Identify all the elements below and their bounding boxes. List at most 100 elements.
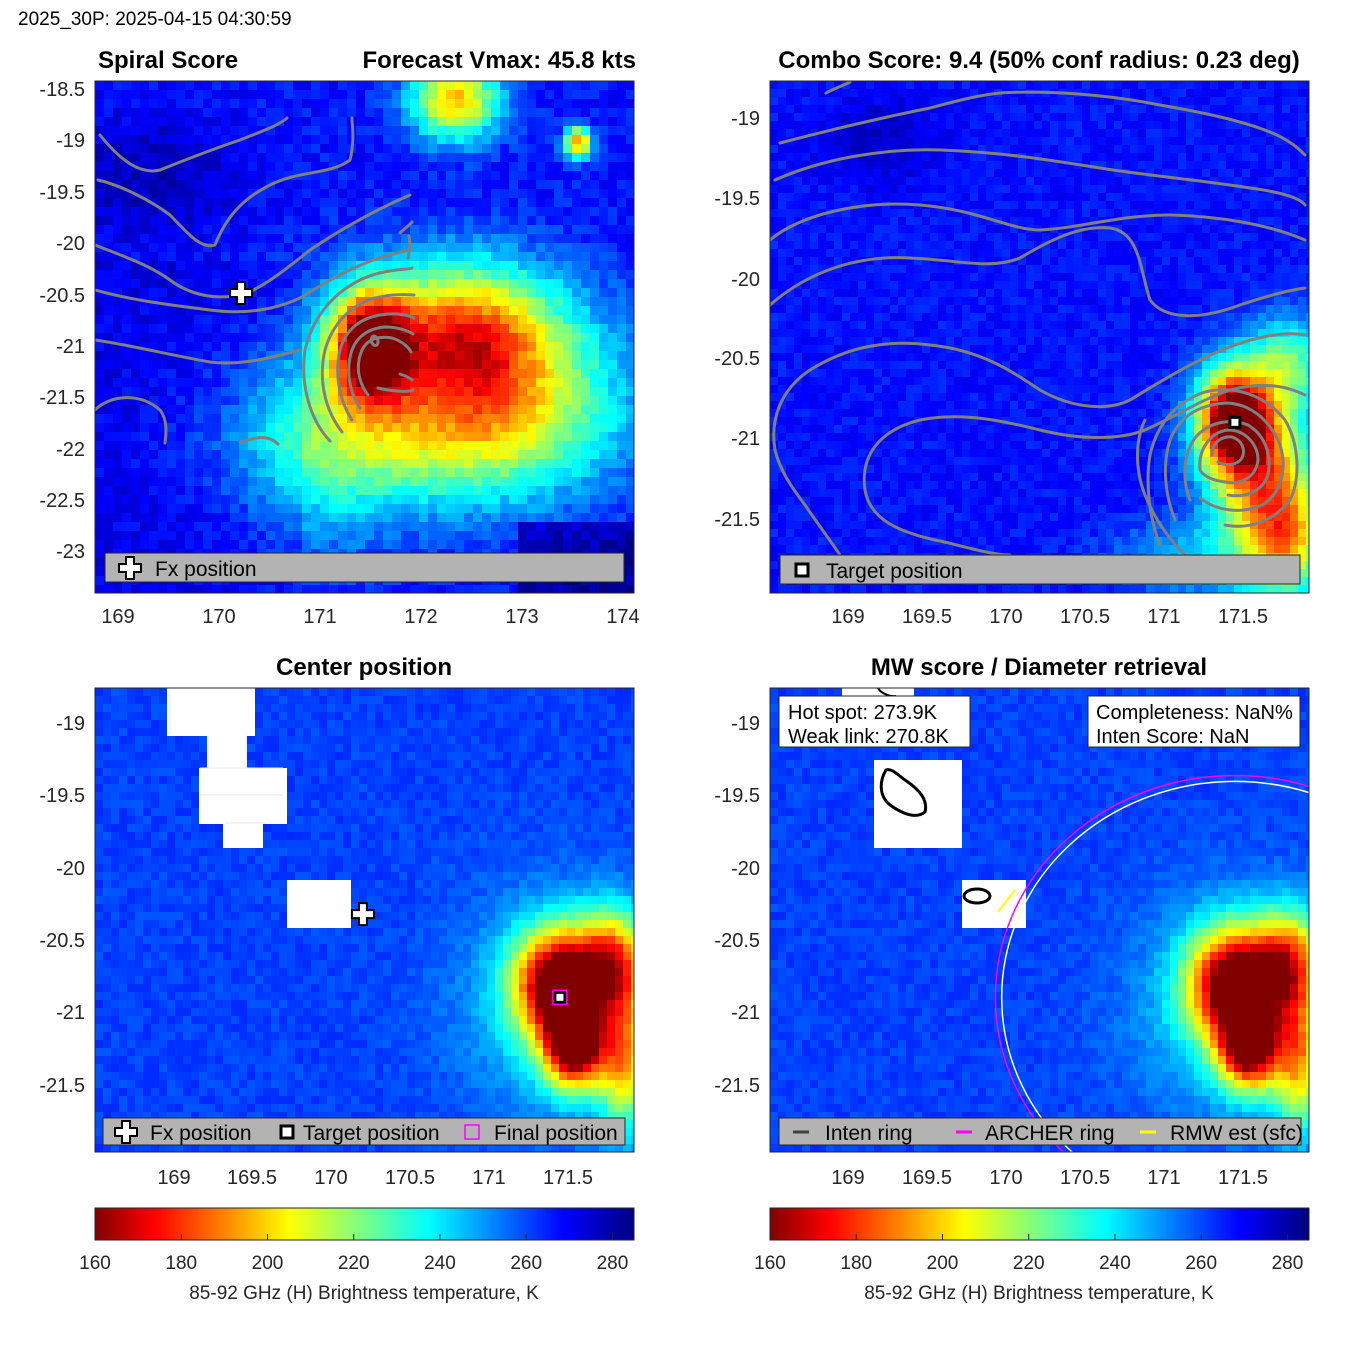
heat-cell: [266, 369, 276, 379]
heat-cell: [536, 486, 546, 496]
heat-cell: [311, 207, 321, 217]
heat-cell: [914, 185, 923, 194]
heat-cell: [509, 225, 519, 235]
heat-cell: [608, 108, 618, 118]
heat-cell: [1218, 81, 1227, 90]
heat-cell: [518, 360, 528, 370]
heat-cell: [536, 369, 546, 379]
heat-cell: [491, 540, 501, 550]
heat-cell: [356, 243, 366, 253]
heat-cell: [563, 396, 573, 406]
heat-cell: [185, 171, 195, 181]
heat-cell: [986, 209, 995, 218]
heat-cell: [149, 414, 159, 424]
heat-cell: [1018, 209, 1027, 218]
heat-cell: [401, 162, 411, 172]
heat-cell: [473, 459, 483, 469]
heat-cell: [509, 513, 519, 523]
heat-cell: [922, 153, 931, 162]
heat-cell: [1266, 193, 1275, 202]
heat-cell: [858, 225, 867, 234]
heat-cell: [938, 153, 947, 162]
heat-cell: [898, 225, 907, 234]
heat-cell: [419, 297, 429, 307]
heat-cell: [203, 261, 213, 271]
heat-cell: [392, 171, 402, 181]
heat-cell: [786, 225, 795, 234]
heat-cell: [1082, 113, 1091, 122]
heat-cell: [906, 257, 915, 266]
heat-cell: [536, 432, 546, 442]
heat-cell: [437, 450, 447, 460]
heat-cell: [527, 243, 537, 253]
heat-cell: [1178, 161, 1187, 170]
heat-cell: [203, 180, 213, 190]
heat-cell: [239, 468, 249, 478]
heat-cell: [437, 477, 447, 487]
heat-cell: [778, 233, 787, 242]
heat-cell: [311, 135, 321, 145]
heat-cell: [500, 234, 510, 244]
heat-cell: [392, 117, 402, 127]
heat-cell: [419, 225, 429, 235]
heat-cell: [248, 243, 258, 253]
heat-cell: [338, 540, 348, 550]
heat-cell: [1010, 225, 1019, 234]
heat-cell: [392, 216, 402, 226]
heat-cell: [257, 243, 267, 253]
heat-cell: [428, 270, 438, 280]
heat-cell: [113, 279, 123, 289]
heat-cell: [113, 477, 123, 487]
heat-cell: [500, 306, 510, 316]
heat-cell: [1170, 217, 1179, 226]
heat-cell: [410, 531, 420, 541]
heat-cell: [572, 486, 582, 496]
heat-cell: [554, 459, 564, 469]
heat-cell: [392, 135, 402, 145]
heat-cell: [1170, 201, 1179, 210]
heat-cell: [850, 129, 859, 138]
heat-cell: [1042, 185, 1051, 194]
heat-cell: [1082, 129, 1091, 138]
heat-cell: [518, 216, 528, 226]
heat-cell: [626, 252, 634, 262]
heat-cell: [158, 531, 168, 541]
heat-cell: [1042, 201, 1051, 210]
heat-cell: [858, 81, 867, 90]
heat-cell: [347, 441, 357, 451]
heat-cell: [527, 117, 537, 127]
heat-cell: [1178, 97, 1187, 106]
heat-cell: [1282, 209, 1291, 218]
heat-cell: [293, 207, 303, 217]
heat-cell: [185, 585, 195, 593]
heat-cell: [275, 171, 285, 181]
heat-cell: [374, 279, 384, 289]
heat-cell: [1186, 233, 1195, 242]
heat-cell: [527, 441, 537, 451]
heat-cell: [1114, 153, 1123, 162]
heat-cell: [140, 288, 150, 298]
heat-cell: [311, 171, 321, 181]
heat-cell: [1210, 169, 1219, 178]
heat-cell: [482, 270, 492, 280]
heat-cell: [113, 135, 123, 145]
heat-cell: [428, 342, 438, 352]
heat-cell: [311, 252, 321, 262]
heat-cell: [626, 162, 634, 172]
heat-cell: [347, 270, 357, 280]
heat-cell: [994, 225, 1003, 234]
heat-cell: [167, 171, 177, 181]
heat-cell: [545, 360, 555, 370]
heat-cell: [383, 477, 393, 487]
heat-cell: [473, 198, 483, 208]
heat-cell: [473, 333, 483, 343]
heat-cell: [383, 342, 393, 352]
heat-cell: [185, 378, 195, 388]
heat-cell: [410, 207, 420, 217]
heat-cell: [329, 153, 339, 163]
heat-cell: [131, 315, 141, 325]
heat-cell: [356, 90, 366, 100]
heat-cell: [347, 243, 357, 253]
heat-cell: [874, 257, 883, 266]
heat-cell: [284, 135, 294, 145]
